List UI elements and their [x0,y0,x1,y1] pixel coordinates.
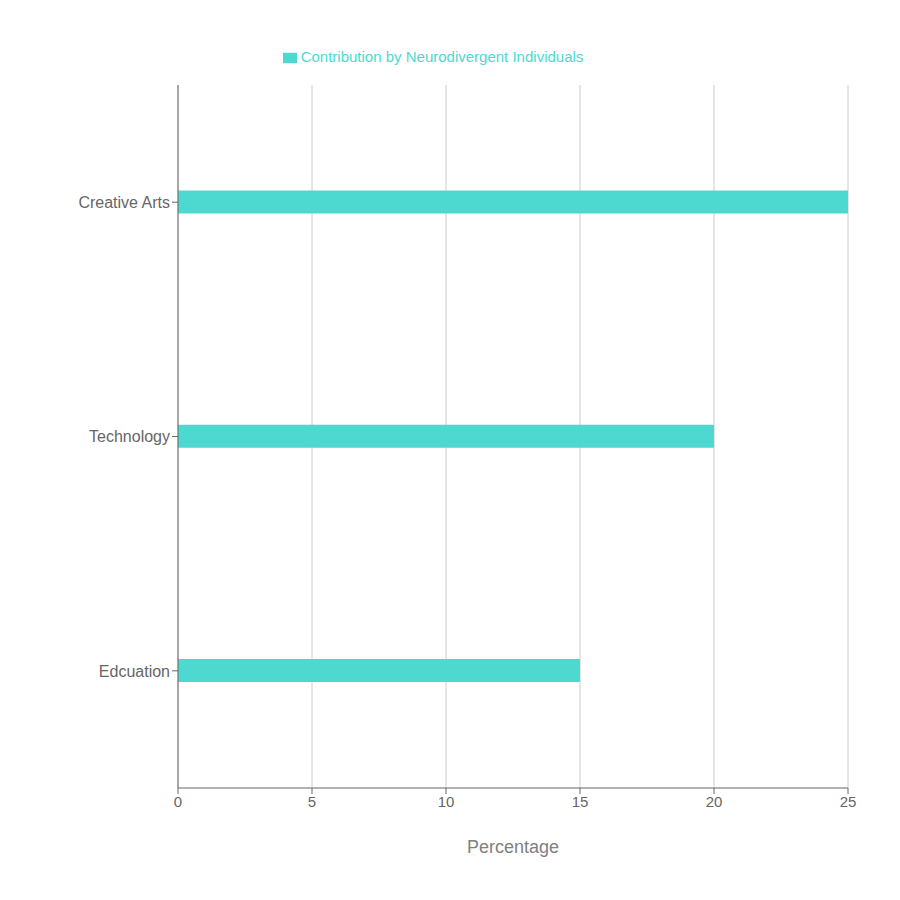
svg-text:Technology: Technology [89,428,170,445]
svg-text:10: 10 [438,793,455,810]
svg-text:20: 20 [706,793,723,810]
html-text:Contribution by Neurodivergent: Contribution by Neurodivergent Individua… [300,48,584,65]
svg-text:15: 15 [572,793,589,810]
svg-text:25: 25 [840,793,857,810]
svg-text:0: 0 [174,793,182,810]
svg-text:Creative Arts: Creative Arts [78,194,170,211]
svg-text:Percentage: Percentage [467,837,559,857]
svg-text:Edcuation: Edcuation [99,663,170,680]
svg-text:5: 5 [308,793,316,810]
